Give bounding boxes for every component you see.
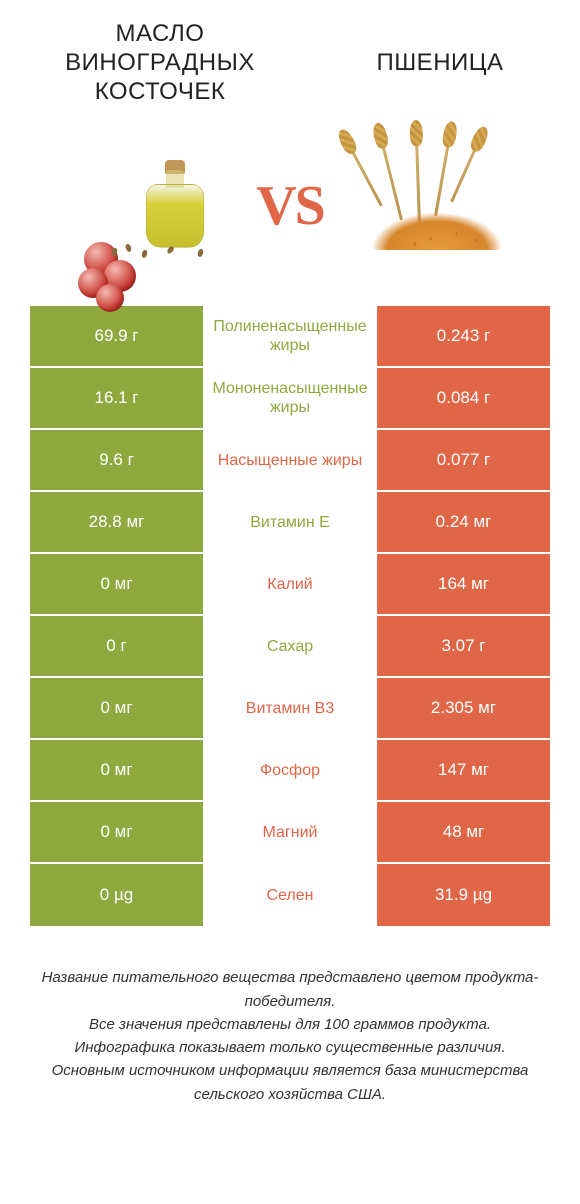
product-images-row: VS (0, 116, 580, 306)
product-image-left (68, 136, 238, 276)
value-right: 31.9 µg (377, 864, 550, 926)
nutrient-label: Сахар (203, 616, 377, 676)
table-row: 16.1 гМононенасыщенные жиры0.084 г (30, 368, 550, 430)
vs-label: VS (256, 174, 324, 238)
value-right: 164 мг (377, 554, 550, 614)
nutrient-label: Магний (203, 802, 377, 862)
value-left: 0 µg (30, 864, 203, 926)
nutrient-label: Витамин B3 (203, 678, 377, 738)
value-left: 28.8 мг (30, 492, 203, 552)
header: МАСЛО ВИНОГРАДНЫХ КОСТОЧЕК ПШЕНИЦА (0, 0, 580, 116)
footer-line: Все значения представлены для 100 граммо… (30, 1013, 550, 1036)
value-right: 0.077 г (377, 430, 550, 490)
value-left: 0 мг (30, 740, 203, 800)
comparison-table: 69.9 гПолиненасыщенные жиры0.243 г16.1 г… (30, 306, 550, 926)
value-left: 0 мг (30, 554, 203, 614)
table-row: 0 мгКалий164 мг (30, 554, 550, 616)
footer-line: Название питательного вещества представл… (30, 966, 550, 1013)
value-left: 0 мг (30, 678, 203, 738)
footer-line: Инфографика показывает только существенн… (30, 1036, 550, 1059)
value-left: 16.1 г (30, 368, 203, 428)
nutrient-label: Насыщенные жиры (203, 430, 377, 490)
product-title-left: МАСЛО ВИНОГРАДНЫХ КОСТОЧЕК (40, 20, 280, 106)
product-title-right: ПШЕНИЦА (340, 49, 540, 78)
table-row: 0 µgСелен31.9 µg (30, 864, 550, 926)
nutrient-label: Полиненасыщенные жиры (203, 306, 377, 366)
table-row: 0 мгФосфор147 мг (30, 740, 550, 802)
value-right: 0.243 г (377, 306, 550, 366)
value-right: 147 мг (377, 740, 550, 800)
nutrient-label: Калий (203, 554, 377, 614)
value-right: 0.084 г (377, 368, 550, 428)
table-row: 28.8 мгВитамин E0.24 мг (30, 492, 550, 554)
value-left: 0 мг (30, 802, 203, 862)
oil-bottle-icon (146, 160, 204, 248)
product-image-right (342, 136, 512, 276)
value-left: 69.9 г (30, 306, 203, 366)
seeds-icon (108, 242, 228, 258)
value-left: 0 г (30, 616, 203, 676)
value-right: 2.305 мг (377, 678, 550, 738)
table-row: 0 гСахар3.07 г (30, 616, 550, 678)
value-left: 9.6 г (30, 430, 203, 490)
value-right: 3.07 г (377, 616, 550, 676)
nutrient-label: Фосфор (203, 740, 377, 800)
table-row: 0 мгМагний48 мг (30, 802, 550, 864)
footer-line: Основным источником информации является … (30, 1059, 550, 1106)
footer-notes: Название питательного вещества представл… (0, 926, 580, 1106)
table-row: 0 мгВитамин B32.305 мг (30, 678, 550, 740)
table-row: 69.9 гПолиненасыщенные жиры0.243 г (30, 306, 550, 368)
value-right: 48 мг (377, 802, 550, 862)
value-right: 0.24 мг (377, 492, 550, 552)
table-row: 9.6 гНасыщенные жиры0.077 г (30, 430, 550, 492)
nutrient-label: Селен (203, 864, 377, 926)
nutrient-label: Витамин E (203, 492, 377, 552)
nutrient-label: Мононенасыщенные жиры (203, 368, 377, 428)
